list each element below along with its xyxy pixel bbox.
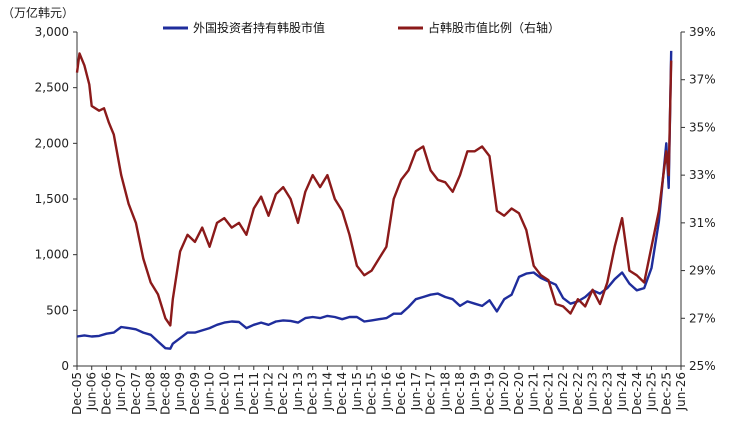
left-tick-label: 500 [46, 303, 69, 317]
x-tick-label: Dec-05 [70, 372, 84, 415]
x-tick-label: Dec-10 [217, 372, 231, 415]
x-tick-label: Jun-22 [556, 372, 570, 411]
x-tick-label: Dec-16 [394, 372, 408, 415]
x-tick-label: Dec-06 [99, 372, 113, 415]
x-tick-label: Jun-12 [262, 372, 276, 411]
right-tick-label: 31% [689, 216, 716, 230]
legend: 外国投资者持有韩股市值 占韩股市值比例（右轴） [163, 20, 560, 35]
left-tick-label: 3,000 [35, 25, 69, 39]
x-tick-label: Jun-18 [438, 372, 452, 411]
legend-label-share-of-market-cap: 占韩股市值比例（右轴） [428, 20, 560, 35]
left-tick-label: 1,000 [35, 248, 69, 262]
series-line-share-of-market-cap [75, 52, 673, 327]
x-tick-label: Dec-24 [630, 372, 644, 415]
right-tick-label: 25% [689, 359, 716, 373]
x-tick-label: Dec-17 [424, 372, 438, 415]
x-tick-label: Jun-26 [674, 372, 688, 411]
x-tick-label: Dec-18 [453, 372, 467, 415]
x-tick-label: Jun-10 [203, 372, 217, 411]
x-tick-label: Dec-23 [600, 372, 614, 415]
x-tick-label: Jun-20 [497, 372, 511, 411]
x-tick-label: Dec-08 [158, 372, 172, 415]
x-tick-label: Dec-21 [541, 372, 555, 415]
x-axis-ticks: Dec-05 Jun-06 Dec-06 Jun-07 Dec-07 Jun-08 Dec-… [70, 366, 688, 415]
right-axis-ticks: 25% 27% 29% 31% 33% 35% 37% 39% [681, 25, 716, 373]
x-tick-label: Dec-15 [365, 372, 379, 415]
left-tick-label: 2,500 [35, 81, 69, 95]
x-tick-label: Jun-23 [586, 372, 600, 411]
x-tick-label: Dec-09 [188, 372, 202, 415]
right-tick-label: 33% [689, 168, 716, 182]
x-tick-label: Jun-25 [645, 372, 659, 411]
left-tick-label: 2,000 [35, 136, 69, 150]
right-tick-label: 29% [689, 264, 716, 278]
x-tick-label: Dec-22 [571, 372, 585, 415]
x-tick-label: Dec-11 [247, 372, 261, 415]
right-tick-label: 37% [689, 73, 716, 87]
x-tick-label: Jun-07 [114, 372, 128, 411]
x-tick-label: Jun-11 [232, 372, 246, 411]
x-tick-label: Dec-25 [659, 372, 673, 415]
left-tick-label: 1,500 [35, 192, 69, 206]
x-tick-label: Jun-16 [379, 372, 393, 411]
x-tick-label: Jun-08 [144, 372, 158, 411]
right-tick-label: 39% [689, 25, 716, 39]
x-tick-label: Jun-24 [615, 372, 629, 411]
x-tick-label: Dec-07 [129, 372, 143, 415]
x-tick-label: Dec-20 [512, 372, 526, 415]
x-tick-label: Jun-09 [173, 372, 187, 411]
x-tick-label: Jun-15 [350, 372, 364, 411]
x-tick-label: Jun-13 [291, 372, 305, 411]
series-layer [75, 50, 673, 350]
x-tick-label: Dec-19 [482, 372, 496, 415]
left-tick-label: 0 [61, 359, 69, 373]
x-tick-label: Jun-17 [409, 372, 423, 411]
x-tick-label: Jun-14 [320, 372, 334, 411]
left-axis-ticks: 0 500 1,000 1,500 2,000 2,500 3,000 [35, 25, 77, 373]
x-tick-label: Jun-21 [527, 372, 541, 411]
x-tick-label: Jun-06 [85, 372, 99, 411]
legend-label-foreign-holdings: 外国投资者持有韩股市值 [193, 20, 325, 35]
x-tick-label: Dec-13 [306, 372, 320, 415]
right-tick-label: 27% [689, 311, 716, 325]
x-tick-label: Jun-19 [468, 372, 482, 411]
right-tick-label: 35% [689, 120, 716, 134]
x-tick-label: Dec-14 [335, 372, 349, 415]
x-tick-label: Dec-12 [276, 372, 290, 415]
left-axis-unit: （万亿韩元） [2, 5, 74, 20]
